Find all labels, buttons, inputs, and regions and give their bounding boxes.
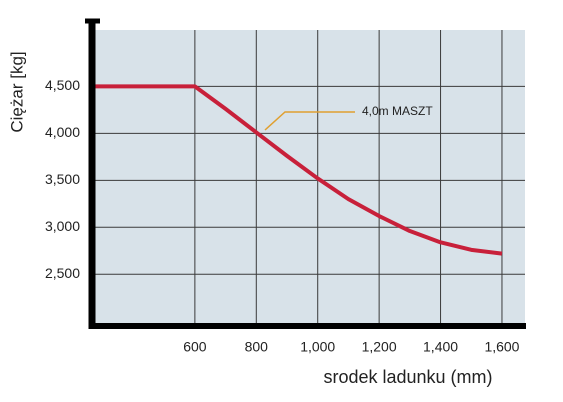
x-tick-label: 1,600 bbox=[484, 339, 519, 355]
x-tick-label: 600 bbox=[183, 339, 207, 355]
x-tick-label: 800 bbox=[245, 339, 269, 355]
series-line bbox=[92, 84, 503, 256]
y-tick-label: 2,500 bbox=[45, 265, 80, 281]
annotation: 4,0m MASZT bbox=[362, 104, 433, 118]
y-tick-label: 3,000 bbox=[45, 218, 80, 234]
x-axis-title: srodek ladunku (mm) bbox=[323, 367, 492, 387]
plot-area bbox=[92, 30, 525, 325]
y-tick-label: 3,500 bbox=[45, 171, 80, 187]
x-tick-label: 1,200 bbox=[362, 339, 397, 355]
x-tick-label: 1,400 bbox=[423, 339, 458, 355]
annotation-leader bbox=[264, 111, 355, 131]
y-axis-title: Ciężar [kg] bbox=[7, 51, 26, 132]
y-tick-label: 4,500 bbox=[45, 77, 80, 93]
y-tick-label: 4,000 bbox=[45, 124, 80, 140]
x-tick-label: 1,000 bbox=[300, 339, 335, 355]
